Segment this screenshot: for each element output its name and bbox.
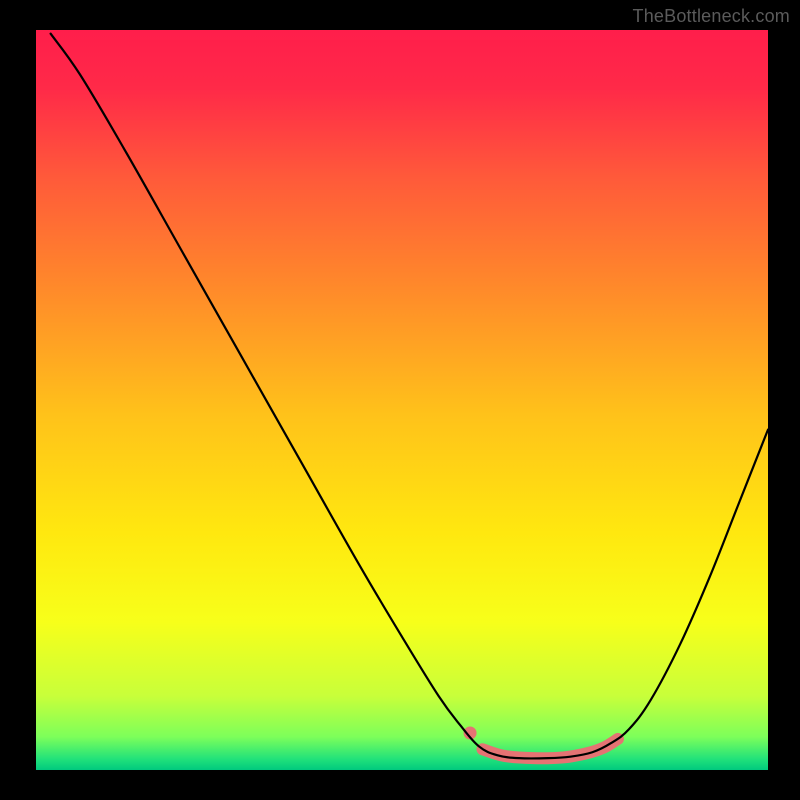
chart-frame: TheBottleneck.com — [0, 0, 800, 800]
curve-layer — [36, 30, 768, 770]
attribution-label: TheBottleneck.com — [633, 6, 790, 27]
bottleneck-curve — [51, 34, 768, 759]
plot-area — [36, 30, 768, 770]
